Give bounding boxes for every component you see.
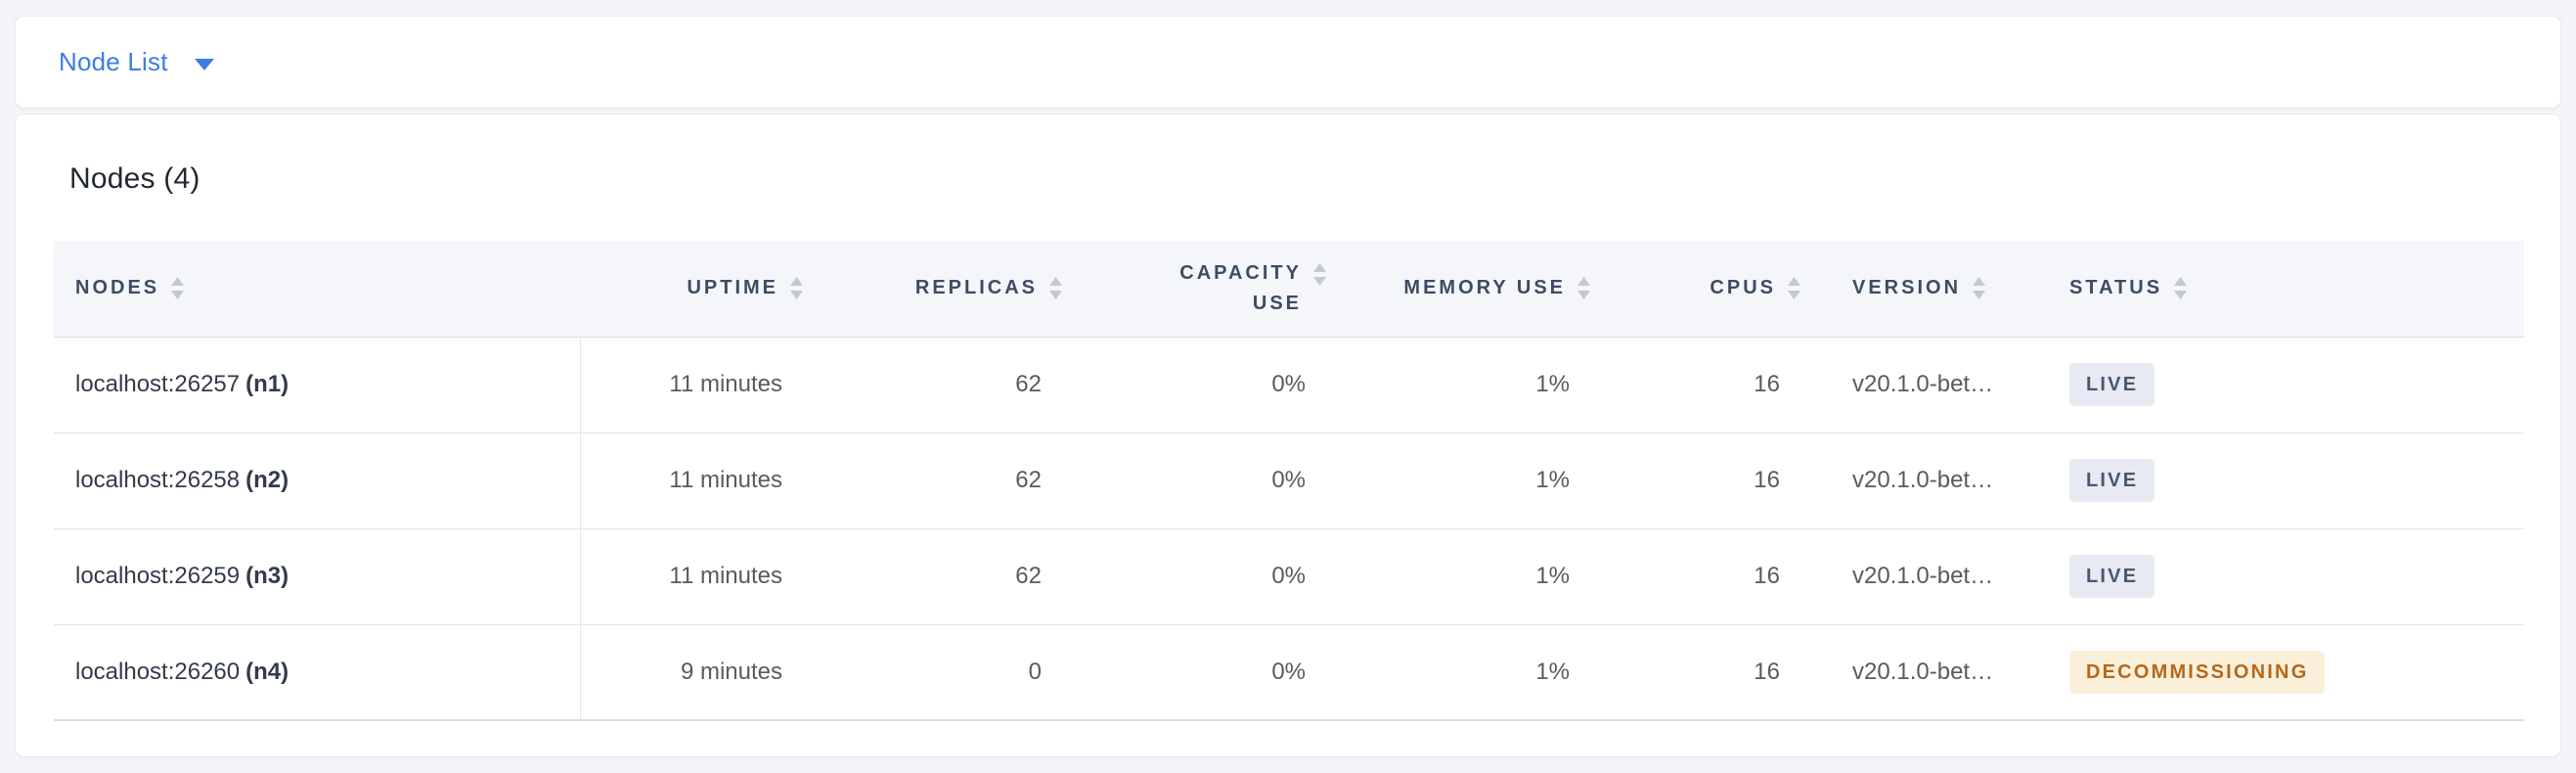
cpus-cell: 16 <box>1607 432 1817 529</box>
memory-use-cell: 1% <box>1343 432 1607 529</box>
nodes-table: NODES UPTIME REPLICAS <box>54 241 2524 721</box>
memory-use-cell: 1% <box>1343 337 1607 433</box>
replicas-cell: 62 <box>820 528 1079 625</box>
sort-icon <box>1973 277 1986 300</box>
table-row: localhost:26259 (n3) 11 minutes 62 0% 1% … <box>54 528 2524 625</box>
node-id: (n3) <box>245 563 289 589</box>
column-header-memory-use[interactable]: MEMORY USE <box>1343 241 1607 338</box>
cpus-cell: 16 <box>1607 337 1817 433</box>
sort-icon <box>1788 277 1800 300</box>
capacity-use-cell: 0% <box>1079 624 1343 721</box>
node-name-cell: localhost:26257 (n1) <box>54 337 581 433</box>
node-address-link[interactable]: localhost:26258 <box>75 467 241 493</box>
replicas-cell: 0 <box>820 624 1079 721</box>
capacity-use-cell: 0% <box>1079 528 1343 625</box>
node-name-cell: localhost:26260 (n4) <box>54 624 581 721</box>
node-name-cell: localhost:26258 (n2) <box>54 432 581 529</box>
status-cell: DECOMMISSIONING <box>2044 624 2524 721</box>
uptime-cell: 11 minutes <box>580 528 820 625</box>
status-badge: LIVE <box>2069 363 2155 406</box>
replicas-cell: 62 <box>820 337 1079 433</box>
version-cell: v20.1.0-bet… <box>1817 624 2044 721</box>
sort-icon <box>1049 277 1062 300</box>
version-cell: v20.1.0-bet… <box>1817 528 2044 625</box>
column-header-version[interactable]: VERSION <box>1817 241 2044 338</box>
column-header-status[interactable]: STATUS <box>2044 241 2524 338</box>
node-id: (n4) <box>245 658 289 685</box>
node-address-link[interactable]: localhost:26257 <box>75 371 241 397</box>
sort-icon <box>2174 277 2188 300</box>
uptime-cell: 11 minutes <box>580 337 820 433</box>
table-row: localhost:26257 (n1) 11 minutes 62 0% 1% … <box>54 337 2524 433</box>
sort-icon <box>1577 277 1590 300</box>
sort-icon <box>171 277 185 300</box>
node-id: (n1) <box>245 371 289 397</box>
sort-icon <box>1313 262 1326 286</box>
version-cell: v20.1.0-bet… <box>1817 337 2044 433</box>
memory-use-cell: 1% <box>1343 624 1607 721</box>
node-list-dropdown[interactable]: Node List <box>59 47 214 77</box>
uptime-cell: 11 minutes <box>580 432 820 529</box>
status-cell: LIVE <box>2044 528 2524 625</box>
replicas-cell: 62 <box>820 432 1079 529</box>
column-header-capacity-use[interactable]: CAPACITY USE <box>1079 241 1343 338</box>
uptime-cell: 9 minutes <box>580 624 820 721</box>
node-address-link[interactable]: localhost:26259 <box>75 563 241 589</box>
status-badge: LIVE <box>2069 459 2155 502</box>
node-address-link[interactable]: localhost:26260 <box>75 658 241 685</box>
table-row: localhost:26260 (n4) 9 minutes 0 0% 1% 16… <box>54 624 2524 721</box>
column-header-nodes[interactable]: NODES <box>54 241 580 338</box>
node-list-dropdown-label: Node List <box>59 47 168 76</box>
node-id: (n2) <box>245 467 289 493</box>
table-row: localhost:26258 (n2) 11 minutes 62 0% 1% … <box>54 432 2524 529</box>
caret-down-icon <box>194 58 214 70</box>
cpus-cell: 16 <box>1607 528 1817 625</box>
capacity-use-cell: 0% <box>1079 432 1343 529</box>
sort-icon <box>790 277 803 300</box>
status-badge: LIVE <box>2069 555 2155 598</box>
view-selector-card: Node List <box>15 16 2561 109</box>
node-name-cell: localhost:26259 (n3) <box>54 528 581 625</box>
column-header-replicas[interactable]: REPLICAS <box>820 241 1079 338</box>
page-title: Nodes (4) <box>69 162 200 195</box>
status-badge: DECOMMISSIONING <box>2069 650 2326 694</box>
version-cell: v20.1.0-bet… <box>1817 432 2044 529</box>
cpus-cell: 16 <box>1607 624 1817 721</box>
column-header-cpus[interactable]: CPUS <box>1607 241 1817 338</box>
status-cell: LIVE <box>2044 337 2524 433</box>
capacity-use-cell: 0% <box>1079 337 1343 433</box>
memory-use-cell: 1% <box>1343 528 1607 625</box>
nodes-card: Nodes (4) NODES UPTIME <box>15 114 2561 757</box>
column-header-uptime[interactable]: UPTIME <box>580 241 820 338</box>
table-header: NODES UPTIME REPLICAS <box>54 241 2524 338</box>
status-cell: LIVE <box>2044 432 2524 529</box>
